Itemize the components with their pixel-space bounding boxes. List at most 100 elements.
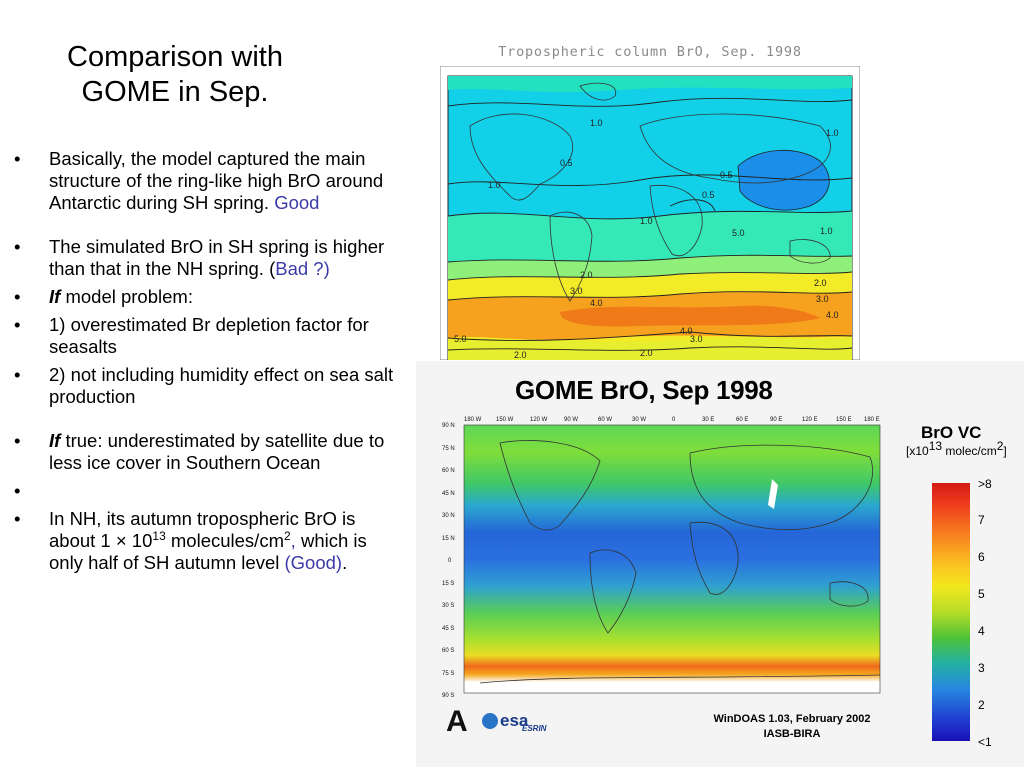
colorbar-units-exp: 13	[928, 439, 943, 453]
lat-label: 0	[448, 558, 452, 564]
lat-label: 75 N	[442, 446, 455, 452]
bullet-2-text: The simulated BrO in SH spring is higher…	[49, 236, 385, 279]
contour-label: 5.0	[454, 334, 467, 344]
bullet-5: 2) not including humidity effect on sea …	[14, 364, 394, 408]
bullet-4: 1) overestimated Br depletion factor for…	[14, 314, 394, 358]
model-bro-map: 1.0 0.5 1.0 0.5 1.0 1.0 2.0 2.0 3.0 4.0 …	[440, 66, 860, 360]
gome-bro-map: 180 W 150 W 120 W 90 W 60 W 30 W 0 30 E …	[442, 417, 881, 699]
bullet-5-text: 2) not including humidity effect on sea …	[49, 364, 394, 407]
colorbar-tick: 4	[978, 624, 985, 638]
bullet-8-mid: molecules/cm	[165, 530, 284, 551]
contour-label: 4.0	[590, 298, 603, 308]
lat-label: 15 S	[442, 581, 454, 587]
lon-label: 30 E	[702, 417, 714, 423]
esa-logo-text: esa	[500, 711, 529, 730]
contour-label: 4.0	[680, 326, 693, 336]
bullet-4-text: 1) overestimated Br depletion factor for…	[49, 314, 369, 357]
lat-label: 45 N	[442, 491, 455, 497]
colorbar-units-pre: [x10	[906, 444, 929, 458]
contour-label: 5.0	[732, 228, 745, 238]
contour-label: 0.5	[720, 170, 733, 180]
lat-label: 45 S	[442, 626, 454, 632]
lat-label: 60 S	[442, 648, 454, 654]
colorbar-units-rest: molec/cm	[942, 444, 997, 458]
lat-label: 15 N	[442, 536, 455, 542]
bullet-2: The simulated BrO in SH spring is higher…	[14, 236, 394, 280]
contour-label: 1.0	[640, 216, 653, 226]
lon-axis-labels: 180 W 150 W 120 W 90 W 60 W 30 W 0 30 E …	[464, 417, 880, 423]
lat-label: 30 S	[442, 603, 454, 609]
slide-title: Comparison with GOME in Sep.	[20, 40, 330, 110]
bullet-8-end: .	[342, 552, 348, 573]
contour-label: 2.0	[814, 278, 827, 288]
contour-label: 1.0	[488, 180, 501, 190]
contour-label: 1.0	[826, 128, 839, 138]
windoas-credit: WinDOAS 1.03, February 2002	[713, 713, 871, 725]
contour-label: 3.0	[690, 334, 703, 344]
bullet-8-post: which is only half of SH autumn level	[49, 530, 367, 573]
colorbar-tick: 2	[978, 698, 985, 712]
colorbar-tick: 6	[978, 550, 985, 564]
lat-label: 60 N	[442, 468, 455, 474]
bullet-3: If model problem:	[14, 286, 394, 308]
iasb-credit: IASB-BIRA	[763, 728, 821, 740]
gome-figure: GOME BrO, Sep 1998	[416, 361, 1024, 767]
colorbar-units-end: ]	[1003, 444, 1007, 458]
lon-label: 30 W	[632, 417, 646, 423]
lon-label: 120 W	[530, 417, 548, 423]
bullet-6-text: true: underestimated by satellite due to…	[49, 430, 385, 473]
contour-label: 1.0	[590, 118, 603, 128]
colorbar-units-exp2: 2	[996, 439, 1004, 453]
contour-labels: 1.0 0.5 1.0 0.5 1.0 1.0 2.0 2.0 3.0 4.0 …	[454, 118, 839, 360]
bullet-list: Basically, the model captured the main s…	[14, 148, 394, 574]
contour-label: 1.0	[820, 226, 833, 236]
contour-label: 4.0	[826, 310, 839, 320]
lat-label: 90 N	[442, 423, 455, 429]
colorbar-title: BrO VC	[921, 423, 982, 442]
lon-label: 180 W	[464, 417, 482, 423]
bullet-6-if: If	[49, 430, 61, 451]
bullet-8-exp2: 2	[283, 528, 291, 543]
esa-logo-icon	[482, 713, 498, 729]
slide-title-line1: Comparison with	[67, 41, 283, 73]
contour-label: 0.5	[702, 190, 715, 200]
colorbar-tick: 5	[978, 587, 985, 601]
lon-label: 90 E	[770, 417, 782, 423]
lon-label: 150 E	[836, 417, 852, 423]
colorbar-tick: 7	[978, 513, 985, 527]
bullet-8-pre: In NH, its autumn tropospheric BrO is ab…	[49, 508, 356, 551]
slide-title-line2: GOME in Sep.	[81, 76, 269, 108]
lon-label: 0	[672, 417, 676, 423]
lat-label: 30 N	[442, 513, 455, 519]
bullet-1: Basically, the model captured the main s…	[14, 148, 394, 214]
bullet-8: In NH, its autumn tropospheric BrO is ab…	[14, 508, 394, 574]
contour-label: 3.0	[816, 294, 829, 304]
lon-label: 120 E	[802, 417, 818, 423]
bullet-7-empty	[14, 480, 394, 502]
bullet-6: If true: underestimated by satellite due…	[14, 430, 394, 474]
lon-label: 60 E	[736, 417, 748, 423]
lat-axis-labels: 90 N 75 N 60 N 45 N 30 N 15 N 0 15 S 30 …	[442, 423, 455, 699]
bullet-3-text: model problem:	[60, 286, 193, 307]
colorbar	[932, 483, 970, 741]
bullet-8-good: (Good)	[284, 552, 343, 573]
bullet-8-exp: 13	[152, 528, 166, 543]
lat-label: 90 S	[442, 693, 454, 699]
gome-title: GOME BrO, Sep 1998	[515, 375, 773, 405]
top-map-title: Tropospheric column BrO, Sep. 1998	[498, 44, 802, 60]
contour-label: 3.0	[570, 286, 583, 296]
bullet-1-good: Good	[274, 192, 320, 213]
contour-label: 2.0	[514, 350, 527, 360]
contour-label: 2.0	[640, 348, 653, 358]
lat-label: 75 S	[442, 671, 454, 677]
colorbar-tick: <1	[978, 735, 992, 749]
lon-label: 150 W	[496, 417, 514, 423]
contour-label: 2.0	[580, 270, 593, 280]
lon-label: 90 W	[564, 417, 578, 423]
bullet-2-bad: Bad ?)	[275, 258, 330, 279]
colorbar-units: [x1013 molec/cm2]	[906, 440, 1007, 458]
esrin-logo-text: ESRIN	[522, 724, 547, 733]
bira-logo-icon: A	[446, 705, 468, 738]
lon-label: 180 E	[864, 417, 880, 423]
contour-label: 0.5	[560, 158, 573, 168]
